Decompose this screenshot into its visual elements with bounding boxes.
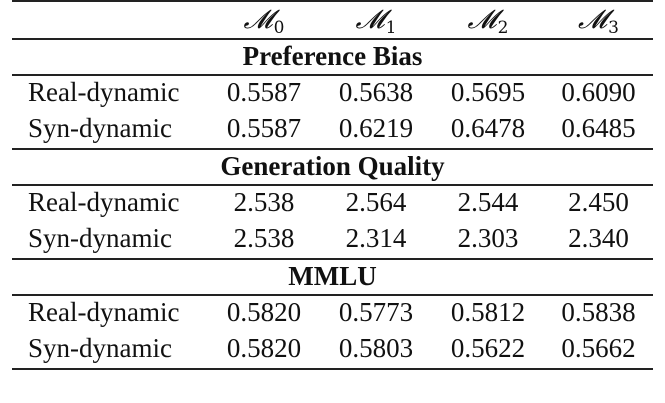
table-cell: 0.5838: [561, 297, 636, 327]
table-row: Real-dynamic 2.538 2.564 2.544 2.450: [12, 184, 653, 220]
model-symbol: 𝓜: [578, 5, 608, 35]
table-cell: 0.5812: [450, 297, 526, 327]
table-row: Syn-dynamic 2.538 2.314 2.303 2.340: [12, 220, 653, 256]
section-rule: [12, 258, 653, 260]
table-cell: 0.5820: [226, 297, 302, 327]
model-symbol: 𝓜: [467, 5, 497, 35]
row-label: Syn-dynamic: [28, 113, 172, 143]
row-label: Real-dynamic: [28, 297, 180, 327]
model-subscript: 2: [497, 18, 509, 38]
table-cell: 2.340: [568, 223, 629, 253]
column-header-m3: 𝓜3: [544, 2, 653, 38]
table-cell: 2.538: [233, 223, 295, 253]
table-cell: 0.6478: [450, 113, 526, 143]
model-subscript: 0: [273, 18, 285, 38]
table-cell: 2.564: [345, 187, 407, 217]
table-cell: 0.5773: [338, 297, 414, 327]
section-rule: [12, 74, 653, 76]
table-row: Real-dynamic 0.5820 0.5773 0.5812 0.5838: [12, 294, 653, 330]
table-row: Real-dynamic 0.5587 0.5638 0.5695 0.6090: [12, 74, 653, 110]
table-row: Syn-dynamic 0.5587 0.6219 0.6478 0.6485: [12, 110, 653, 146]
section-title-mmlu: MMLU: [288, 261, 377, 291]
header-rule: [12, 38, 653, 40]
table-cell: 2.303: [457, 223, 519, 253]
table-cell: 0.6219: [338, 113, 414, 143]
section-rule: [12, 294, 653, 296]
row-label: Syn-dynamic: [28, 333, 172, 363]
section-title-preference-bias: Preference Bias: [242, 41, 423, 71]
table-cell: 0.5638: [338, 77, 414, 107]
table-cell: 0.5820: [226, 333, 302, 363]
table-cell: 2.538: [233, 187, 295, 217]
model-symbol: 𝓜: [243, 5, 273, 35]
column-header-m0: 𝓜0: [208, 2, 320, 38]
section-title-generation-quality: Generation Quality: [220, 151, 445, 181]
row-label: Real-dynamic: [28, 77, 180, 107]
column-header-m1: 𝓜1: [320, 2, 432, 38]
table-cell: 2.450: [568, 187, 629, 217]
table-cell: 0.6485: [561, 113, 636, 143]
table-cell: 0.5587: [226, 77, 302, 107]
table-cell: 2.314: [345, 223, 407, 253]
top-rule: [12, 0, 653, 2]
table-cell: 0.6090: [561, 77, 636, 107]
section-rule: [12, 184, 653, 186]
table-row: Syn-dynamic 0.5820 0.5803 0.5622 0.5662: [12, 330, 653, 366]
model-subscript: 1: [385, 18, 397, 38]
header-row: 𝓜0 𝓜1 𝓜2 𝓜3: [12, 2, 653, 38]
column-header-m2: 𝓜2: [432, 2, 544, 38]
header-empty-cell: [12, 2, 208, 38]
table-cell: 0.5587: [226, 113, 302, 143]
row-label: Real-dynamic: [28, 187, 180, 217]
model-subscript: 3: [608, 18, 619, 38]
table-cell: 2.544: [457, 187, 519, 217]
section-rule: [12, 148, 653, 150]
table-cell: 0.5695: [450, 77, 526, 107]
bottom-rule: [12, 368, 653, 370]
table-cell: 0.5803: [338, 333, 414, 363]
model-symbol: 𝓜: [355, 5, 385, 35]
table-cell: 0.5662: [561, 333, 636, 363]
table-cell: 0.5622: [450, 333, 526, 363]
row-label: Syn-dynamic: [28, 223, 172, 253]
